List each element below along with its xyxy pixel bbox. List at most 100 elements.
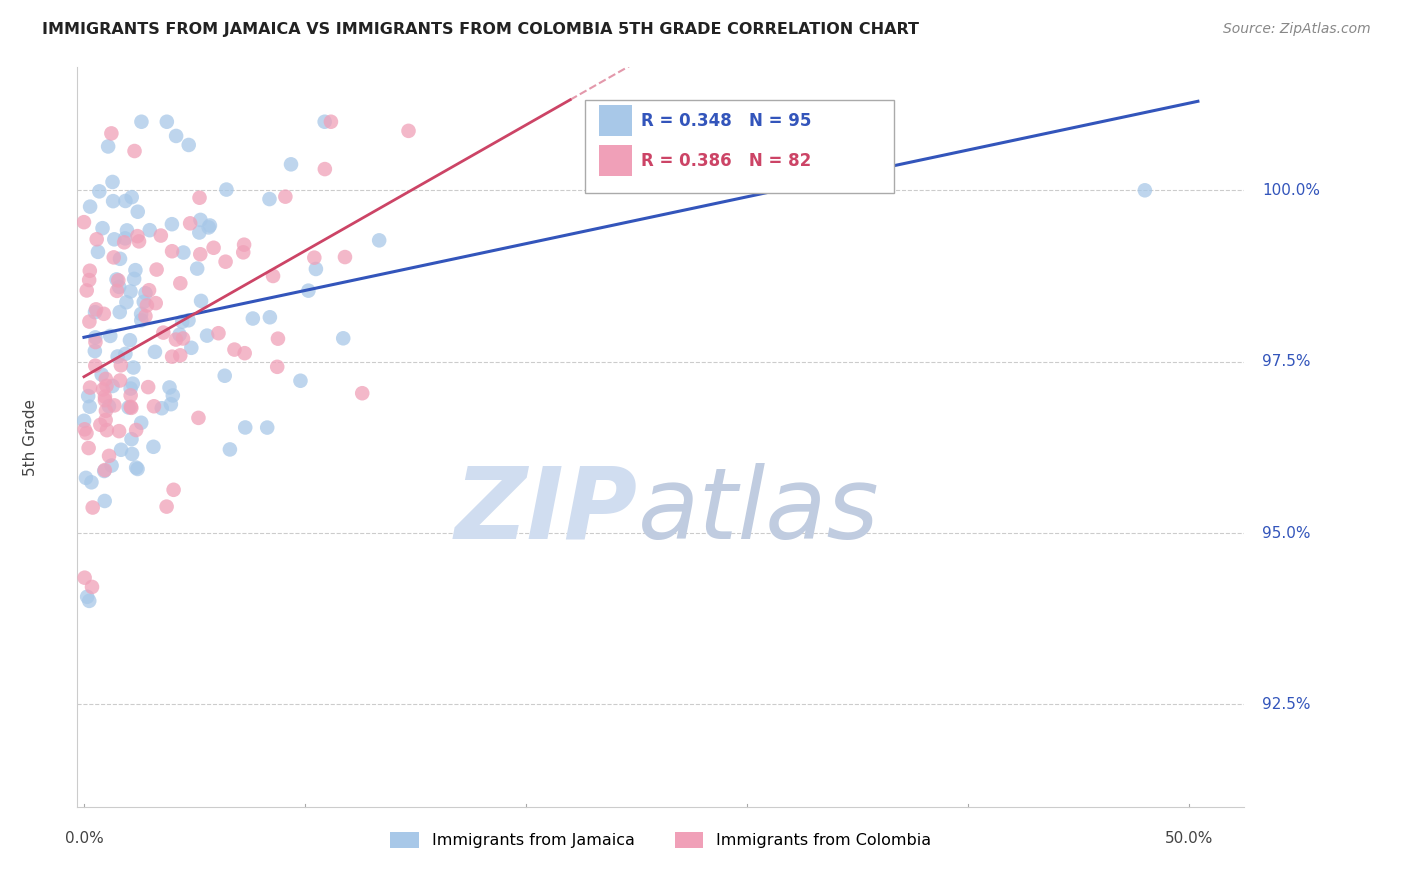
- Point: [107, 350, 129, 364]
- Point: [138, 223, 160, 237]
- Point: [121, 376, 143, 391]
- Point: [84, 359, 107, 373]
- Point: [97, 139, 120, 153]
- Point: [267, 332, 290, 346]
- Point: [188, 247, 211, 261]
- Point: [100, 127, 122, 141]
- Point: [90, 368, 112, 382]
- Point: [77, 594, 100, 608]
- Point: [79, 200, 101, 214]
- Point: [73, 571, 96, 585]
- Point: [120, 401, 142, 415]
- Point: [128, 235, 150, 249]
- Text: ZIP: ZIP: [454, 463, 637, 559]
- Point: [129, 307, 152, 321]
- Point: [207, 326, 229, 341]
- Point: [197, 220, 219, 235]
- Point: [224, 343, 246, 357]
- Point: [122, 272, 145, 286]
- Point: [115, 295, 138, 310]
- Point: [262, 268, 284, 283]
- Point: [75, 426, 97, 441]
- Point: [142, 440, 165, 454]
- Point: [103, 251, 125, 265]
- Point: [127, 229, 149, 244]
- Point: [117, 401, 139, 415]
- Point: [101, 194, 124, 209]
- Bar: [599, 105, 631, 136]
- Point: [100, 458, 122, 473]
- Point: [233, 420, 256, 434]
- Point: [73, 215, 96, 229]
- Point: [80, 475, 103, 490]
- Point: [135, 298, 157, 312]
- Point: [114, 347, 136, 361]
- Point: [134, 309, 156, 323]
- Point: [352, 386, 374, 401]
- Point: [79, 264, 101, 278]
- Point: [98, 449, 121, 463]
- Point: [195, 328, 218, 343]
- Point: [160, 397, 183, 411]
- Point: [112, 235, 135, 250]
- Point: [86, 232, 108, 246]
- Point: [190, 293, 212, 308]
- Point: [136, 380, 159, 394]
- Point: [179, 216, 201, 230]
- Legend: Immigrants from Jamaica, Immigrants from Colombia: Immigrants from Jamaica, Immigrants from…: [384, 826, 938, 855]
- Point: [122, 360, 145, 375]
- Text: 97.5%: 97.5%: [1263, 354, 1310, 369]
- Point: [121, 190, 143, 204]
- Point: [172, 315, 194, 329]
- Point: [114, 231, 136, 245]
- Point: [103, 232, 125, 246]
- Point: [124, 263, 146, 277]
- Point: [214, 254, 236, 268]
- Point: [101, 175, 124, 189]
- Point: [129, 313, 152, 327]
- Point: [169, 348, 191, 362]
- Point: [202, 241, 225, 255]
- Point: [215, 183, 238, 197]
- Point: [145, 262, 167, 277]
- Point: [127, 462, 149, 476]
- Point: [159, 380, 181, 394]
- Text: 0.0%: 0.0%: [65, 831, 103, 847]
- FancyBboxPatch shape: [585, 100, 894, 193]
- Point: [94, 372, 117, 386]
- Text: R = 0.386   N = 82: R = 0.386 N = 82: [641, 152, 811, 169]
- Text: Source: ZipAtlas.com: Source: ZipAtlas.com: [1223, 22, 1371, 37]
- Point: [124, 144, 146, 158]
- Point: [76, 590, 98, 604]
- Point: [94, 463, 117, 477]
- Point: [125, 460, 148, 475]
- Point: [94, 413, 117, 427]
- Point: [274, 189, 297, 203]
- Point: [162, 388, 184, 402]
- Point: [115, 223, 138, 237]
- Point: [101, 379, 124, 393]
- Text: 5th Grade: 5th Grade: [22, 399, 38, 475]
- Text: R = 0.348   N = 95: R = 0.348 N = 95: [641, 112, 811, 130]
- Point: [93, 494, 115, 508]
- Point: [177, 313, 200, 327]
- Point: [1133, 183, 1156, 197]
- Point: [219, 442, 242, 457]
- Point: [97, 399, 120, 413]
- Point: [149, 228, 172, 243]
- Point: [256, 420, 278, 434]
- Point: [79, 400, 101, 414]
- Point: [125, 423, 148, 437]
- Point: [233, 237, 256, 252]
- Point: [96, 423, 118, 437]
- Point: [160, 217, 183, 231]
- Point: [121, 432, 143, 446]
- Point: [188, 191, 211, 205]
- Point: [259, 310, 281, 325]
- Point: [131, 114, 153, 128]
- Point: [156, 114, 179, 128]
- Point: [233, 346, 256, 360]
- Text: 95.0%: 95.0%: [1263, 525, 1310, 541]
- Point: [232, 245, 254, 260]
- Point: [91, 221, 114, 235]
